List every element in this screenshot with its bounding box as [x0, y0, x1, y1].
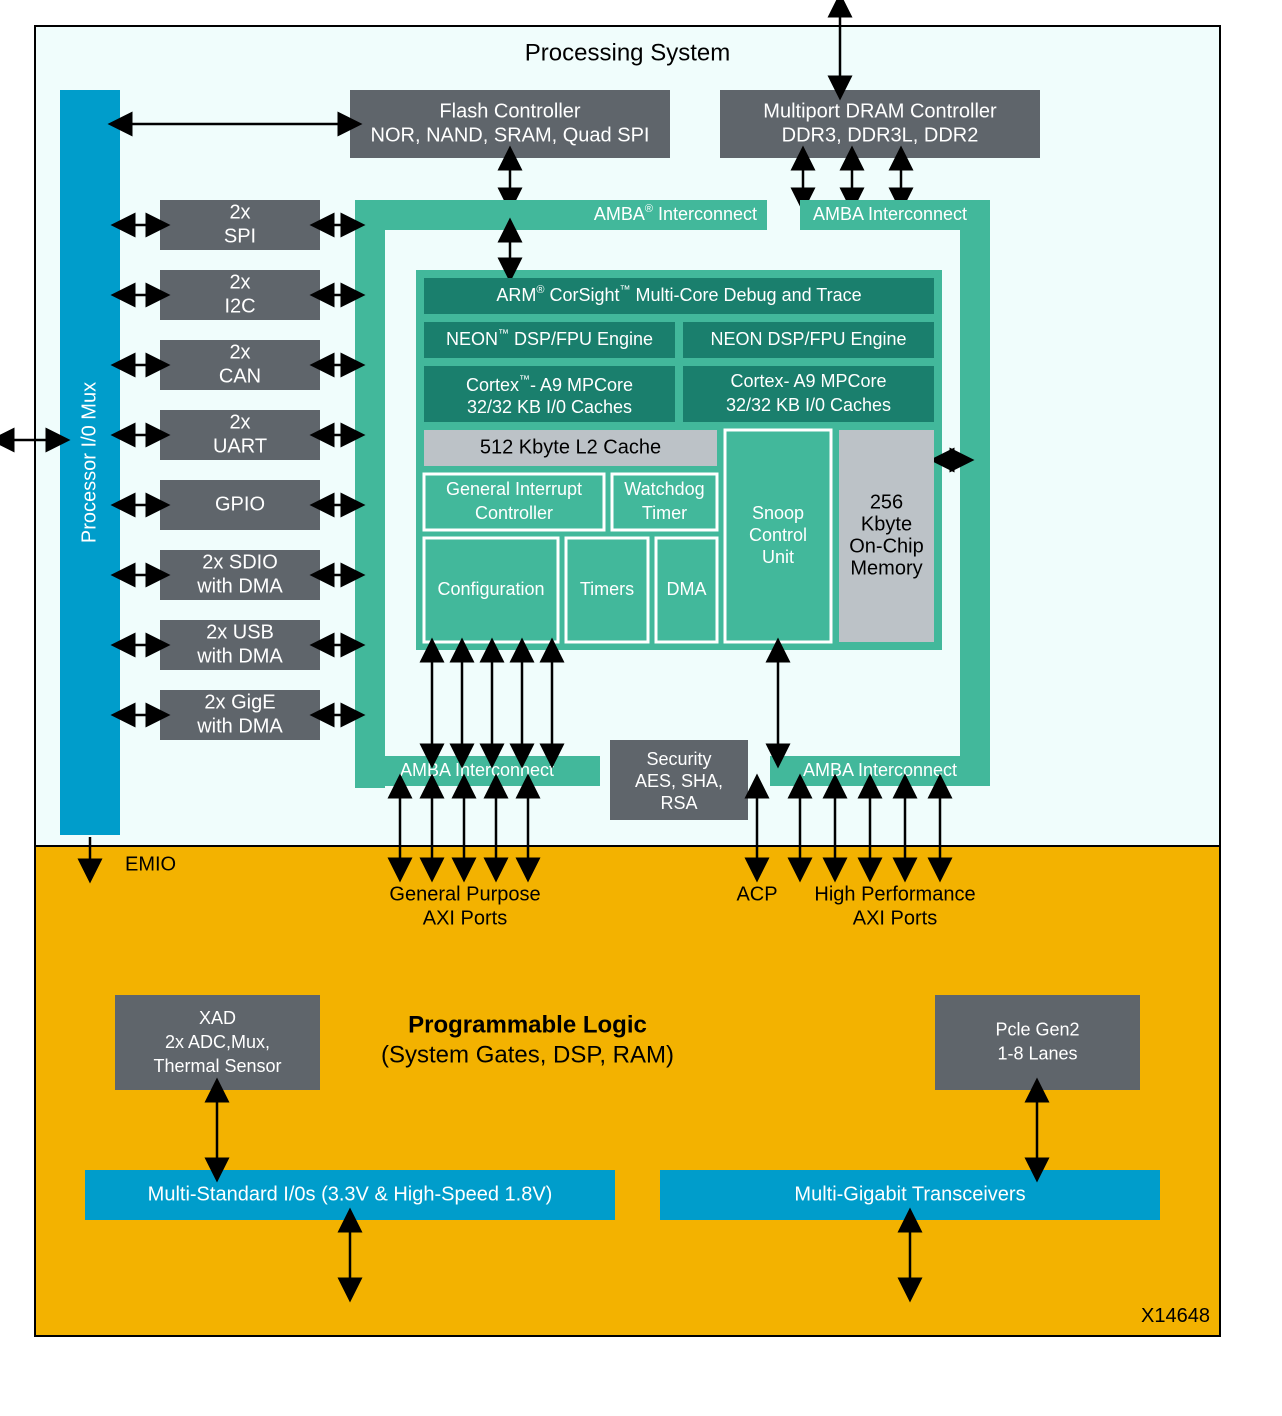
text-element: 2x: [229, 271, 250, 293]
text-element: AXI Ports: [853, 907, 937, 929]
text-element: X14648: [1141, 1305, 1210, 1327]
text-element: Kbyte: [861, 513, 912, 535]
text-element: 32/32 KB I/0 Caches: [726, 395, 891, 415]
text-element: 32/32 KB I/0 Caches: [467, 397, 632, 417]
text-element: Timers: [580, 579, 634, 599]
programmable-logic-region: [35, 846, 1220, 1336]
text-element: AMBA® Interconnect: [594, 203, 757, 224]
text-element: CAN: [219, 365, 261, 387]
text-element: NEON DSP/FPU Engine: [710, 329, 906, 349]
text-element: with DMA: [196, 575, 283, 597]
text-element: Cortex- A9 MPCore: [730, 371, 886, 391]
text-element: Watchdog: [624, 479, 704, 499]
text-element: AMBA Interconnect: [400, 760, 554, 780]
text-element: AMBA Interconnect: [803, 760, 957, 780]
text-element: Security: [646, 749, 711, 769]
text-element: 512 Kbyte L2 Cache: [480, 436, 661, 458]
text-element: 2x SDIO: [202, 551, 278, 573]
text-element: GPIO: [215, 493, 265, 515]
text-element: SPI: [224, 225, 256, 247]
text-element: 256: [870, 491, 903, 513]
text-element: AMBA Interconnect: [813, 204, 967, 224]
text-element: (System Gates, DSP, RAM): [381, 1041, 674, 1068]
text-element: 2x USB: [206, 621, 274, 643]
text-element: Pcle Gen2: [995, 1019, 1079, 1039]
text-element: On-Chip: [849, 535, 923, 557]
text-element: with DMA: [196, 715, 283, 737]
text-element: 2x GigE: [204, 691, 275, 713]
text-element: Thermal Sensor: [153, 1056, 281, 1076]
text-element: Snoop: [752, 503, 804, 523]
text-element: ARM® CorSight™ Multi-Core Debug and Trac…: [496, 284, 861, 305]
text-element: 1-8 Lanes: [997, 1043, 1077, 1063]
text-element: XAD: [199, 1008, 236, 1028]
text-element: Processing System: [525, 39, 730, 66]
text-element: I2C: [224, 295, 255, 317]
text-element: Control: [749, 525, 807, 545]
text-element: Configuration: [437, 579, 544, 599]
text-element: AES, SHA,: [635, 771, 723, 791]
text-element: General Purpose: [389, 883, 540, 905]
text-element: RSA: [660, 793, 697, 813]
text-element: Flash Controller: [439, 100, 581, 122]
text-element: DMA: [667, 579, 707, 599]
rect-element: [355, 200, 385, 788]
text-element: Timer: [642, 503, 687, 523]
text-element: Unit: [762, 547, 794, 567]
text-element: 2x: [229, 341, 250, 363]
rect-element: [960, 200, 990, 786]
text-element: with DMA: [196, 645, 283, 667]
text-element: NEON™ DSP/FPU Engine: [446, 328, 653, 349]
text-element: 2x ADC,Mux,: [165, 1032, 270, 1052]
text-element: General Interrupt: [446, 479, 582, 499]
text-element: DDR3, DDR3L, DDR2: [782, 124, 979, 146]
text-element: Controller: [475, 503, 553, 523]
text-element: 2x: [229, 201, 250, 223]
text-element: Cortex™- A9 MPCore: [466, 374, 633, 395]
text-element: ACP: [736, 883, 777, 905]
text-element: Memory: [850, 557, 922, 579]
text-element: UART: [213, 435, 267, 457]
text-element: Multi-Standard I/0s (3.3V & High-Speed 1…: [148, 1183, 553, 1205]
text-element: 2x: [229, 411, 250, 433]
text-element: EMIO: [125, 853, 176, 875]
text-element: Multi-Gigabit Transceivers: [794, 1183, 1025, 1205]
text-element: Multiport DRAM Controller: [763, 100, 997, 122]
text-element: Processor I/0 Mux: [78, 382, 100, 543]
text-element: High Performance: [814, 883, 975, 905]
text-element: AXI Ports: [423, 907, 507, 929]
text-element: NOR, NAND, SRAM, Quad SPI: [371, 124, 650, 146]
text-element: Programmable Logic: [408, 1011, 647, 1038]
